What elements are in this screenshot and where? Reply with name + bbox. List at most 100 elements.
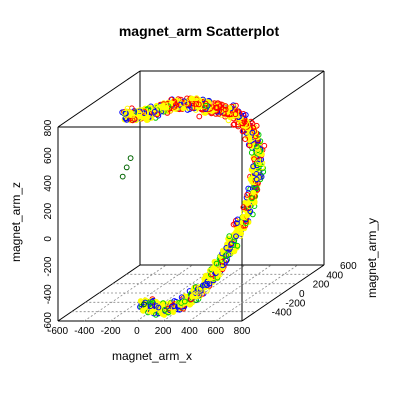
x-tick-label: -400	[74, 326, 94, 337]
data-point	[243, 220, 249, 227]
data-point	[183, 100, 190, 107]
data-point	[241, 119, 248, 125]
data-point	[123, 164, 130, 171]
z-axis-ticks: -600 -400 -200 0 200 400 600 800	[43, 119, 54, 332]
data-point	[250, 189, 257, 196]
data-point	[202, 100, 209, 107]
y-tick-label: -400	[272, 308, 292, 319]
data-point	[140, 307, 146, 314]
data-point	[235, 219, 242, 225]
y-tick-label: 200	[313, 280, 330, 291]
data-point	[255, 159, 262, 166]
box-edge	[57, 70, 141, 128]
data-point	[233, 233, 239, 240]
y-tick-label: 0	[299, 289, 305, 300]
data-point	[196, 287, 203, 293]
data-point	[231, 121, 238, 127]
data-point	[124, 105, 131, 112]
z-tick-label: 600	[43, 147, 54, 164]
data-point	[176, 101, 183, 108]
x-tick-label: 0	[134, 326, 140, 337]
data-point	[172, 102, 179, 108]
data-point	[188, 95, 195, 102]
data-point	[141, 301, 147, 308]
data-point	[226, 233, 233, 240]
data-point	[254, 143, 260, 150]
y-axis-label: magnet_arm_y	[365, 218, 379, 298]
x-axis-label: magnet_arm_x	[112, 349, 192, 363]
data-point	[203, 281, 209, 287]
z-tick-label: -600	[43, 312, 54, 332]
data-point	[242, 136, 249, 143]
z-axis-label: magnet_arm_z	[9, 182, 23, 262]
data-point	[155, 304, 162, 311]
data-point	[250, 166, 257, 173]
data-point	[171, 303, 178, 310]
data-point	[213, 268, 220, 274]
x-tick-label: -200	[101, 326, 121, 337]
data-point	[239, 128, 246, 135]
z-tick-label: 200	[43, 202, 54, 219]
box-edge	[241, 264, 325, 322]
x-tick-label: 200	[155, 326, 172, 337]
data-point	[249, 129, 256, 136]
data-point	[253, 171, 260, 177]
z-tick-label: 800	[43, 119, 54, 136]
data-point	[261, 142, 268, 149]
data-point	[223, 252, 229, 259]
data-point	[230, 121, 237, 128]
data-point	[192, 291, 199, 298]
data-point	[181, 298, 188, 305]
data-point	[162, 104, 169, 111]
x-tick-label: 800	[234, 326, 251, 337]
data-point	[232, 111, 239, 118]
data-point	[196, 113, 203, 120]
data-point	[228, 241, 235, 248]
data-point	[127, 155, 134, 162]
data-point	[195, 101, 202, 108]
data-point	[119, 173, 126, 180]
data-point	[203, 102, 209, 109]
data-point	[186, 101, 193, 108]
data-point	[185, 100, 192, 107]
data-point	[147, 303, 154, 310]
data-point	[222, 106, 229, 113]
data-point	[240, 117, 247, 124]
data-point	[253, 176, 260, 183]
data-point	[234, 242, 241, 249]
floor-grid-line	[84, 264, 167, 322]
box-edge	[241, 70, 325, 128]
y-tick-label: 600	[340, 261, 357, 272]
y-tick-label: 400	[326, 270, 343, 281]
data-point	[240, 204, 247, 211]
data-point	[162, 304, 169, 311]
data-point	[213, 260, 220, 267]
data-point	[234, 220, 240, 227]
data-point	[249, 179, 256, 186]
z-tick-label: 0	[43, 236, 54, 242]
floor-grid-line	[189, 264, 272, 322]
y-tick-label: -200	[285, 298, 305, 309]
data-point	[223, 245, 230, 251]
data-point	[248, 149, 255, 156]
x-tick-label: -600	[48, 326, 68, 337]
data-points	[119, 95, 268, 318]
data-point	[243, 218, 249, 225]
data-point	[189, 105, 196, 111]
plot-box	[57, 70, 325, 322]
data-point	[193, 101, 200, 107]
data-point	[249, 195, 255, 202]
data-point	[250, 163, 257, 170]
z-tick-label: -400	[43, 284, 54, 304]
data-point	[244, 200, 251, 207]
z-tick-label: 400	[43, 175, 54, 192]
data-point	[245, 185, 252, 192]
data-point	[129, 112, 136, 119]
data-point	[212, 104, 219, 111]
data-point	[238, 230, 245, 237]
x-tick-label: 600	[207, 326, 224, 337]
data-point	[244, 192, 251, 198]
